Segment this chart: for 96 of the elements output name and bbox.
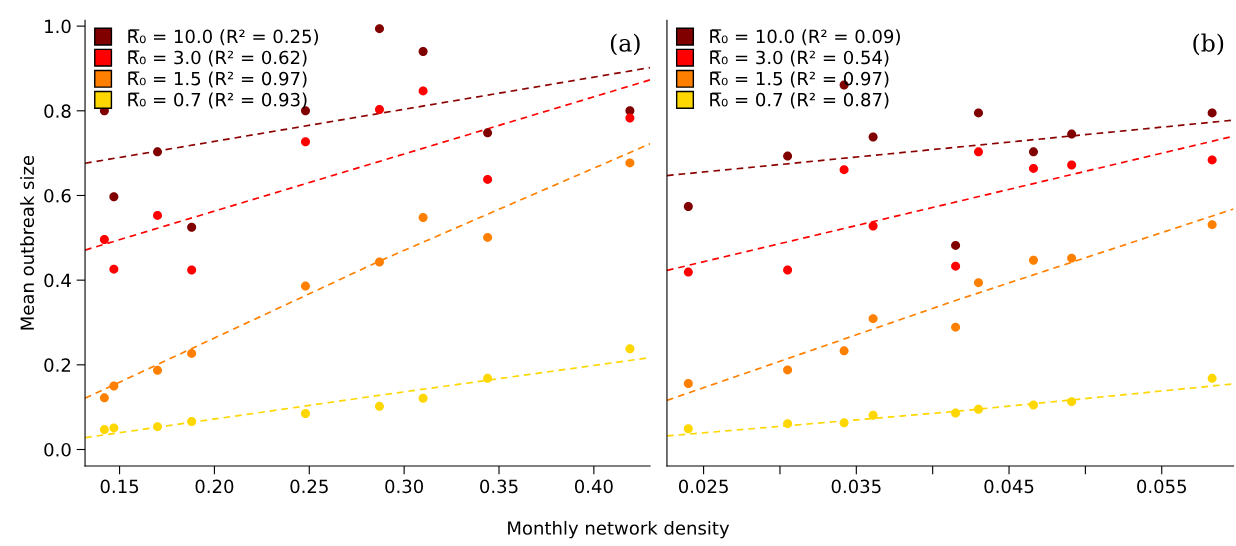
point <box>868 221 878 231</box>
legend-label: R̅₀ = 10.0 (R² = 0.25) <box>128 29 319 46</box>
point <box>109 264 119 274</box>
point <box>109 192 119 202</box>
point <box>1028 147 1038 157</box>
point <box>1067 129 1077 139</box>
point <box>783 265 793 275</box>
point <box>99 393 109 403</box>
point <box>374 24 384 34</box>
point <box>187 348 197 358</box>
x-tick-label: 0.30 <box>385 479 424 494</box>
x-axis-title: Monthly network density <box>508 520 730 539</box>
point <box>187 417 197 427</box>
point <box>153 147 163 157</box>
x-tick-label: 0.35 <box>480 479 518 494</box>
point <box>483 174 493 184</box>
point <box>683 378 693 388</box>
point <box>1207 155 1217 165</box>
point <box>839 346 849 356</box>
point <box>374 257 384 267</box>
x-tick-label: 0.035 <box>831 479 881 494</box>
legend-label: R̅₀ = 10.0 (R² = 0.09) <box>710 29 900 46</box>
point <box>483 232 493 242</box>
point <box>300 281 310 291</box>
point <box>1067 397 1077 407</box>
point <box>418 86 428 96</box>
point <box>951 240 961 250</box>
point <box>483 128 493 138</box>
legend-label: R̅₀ = 1.5 (R² = 0.97) <box>128 71 307 88</box>
x-tick-label: 0.20 <box>195 479 234 494</box>
y-tick-label: 0.6 <box>44 188 71 203</box>
point <box>683 424 693 434</box>
point <box>1067 253 1077 263</box>
point <box>868 410 878 420</box>
y-axis-title: Mean outbreak size <box>20 155 35 330</box>
point <box>1028 255 1038 265</box>
legend-label: R̅₀ = 1.5 (R² = 0.97) <box>710 71 889 88</box>
point <box>300 137 310 147</box>
point <box>1028 163 1038 173</box>
point <box>973 404 983 414</box>
x-tick-label: 0.045 <box>984 479 1034 494</box>
x-tick-label: 0.055 <box>1137 479 1187 494</box>
point <box>374 105 384 115</box>
point <box>683 201 693 211</box>
point <box>418 212 428 222</box>
y-tick-label: 0.0 <box>44 442 71 457</box>
point <box>374 401 384 411</box>
point <box>783 419 793 429</box>
point <box>839 418 849 428</box>
y-tick-label: 0.2 <box>44 358 71 372</box>
legend-label: R̅₀ = 3.0 (R² = 0.54) <box>710 50 889 67</box>
legend-label: R̅₀ = 0.7 (R² = 0.87) <box>710 92 889 109</box>
point <box>951 261 961 271</box>
point <box>973 278 983 288</box>
point <box>187 265 197 275</box>
point <box>683 267 693 277</box>
point <box>783 365 793 375</box>
point <box>625 113 635 123</box>
annotation: (a) <box>610 33 640 56</box>
point <box>839 165 849 175</box>
point <box>99 425 109 435</box>
y-tick-label: 0.8 <box>44 104 71 118</box>
point <box>418 47 428 57</box>
point <box>1067 160 1077 170</box>
y-tick-label: 1.0 <box>45 19 71 34</box>
point <box>951 408 961 418</box>
point <box>1207 220 1217 230</box>
point <box>187 222 197 232</box>
point <box>625 344 635 354</box>
legend-label: R̅₀ = 0.7 (R² = 0.93) <box>128 92 307 109</box>
legend-label: R̅₀ = 3.0 (R² = 0.62) <box>128 50 307 67</box>
point <box>153 365 163 375</box>
point <box>783 151 793 161</box>
point <box>99 235 109 245</box>
point <box>109 381 119 391</box>
x-tick-label: 0.025 <box>678 479 728 494</box>
x-tick-label: 0.40 <box>574 479 613 494</box>
y-tick-label: 0.4 <box>44 273 71 288</box>
x-tick-label: 0.15 <box>100 479 139 494</box>
point <box>625 158 635 168</box>
point <box>1207 108 1217 118</box>
point <box>153 210 163 220</box>
point <box>951 322 961 332</box>
point <box>109 423 119 433</box>
point <box>483 373 493 383</box>
point <box>868 132 878 142</box>
point <box>868 314 878 324</box>
point <box>1207 373 1217 383</box>
annotation: (b) <box>1193 33 1224 56</box>
point <box>973 147 983 157</box>
point <box>153 422 163 432</box>
point <box>300 409 310 419</box>
point <box>418 393 428 403</box>
point <box>973 108 983 118</box>
point <box>1028 400 1038 410</box>
x-tick-label: 0.25 <box>290 479 328 494</box>
